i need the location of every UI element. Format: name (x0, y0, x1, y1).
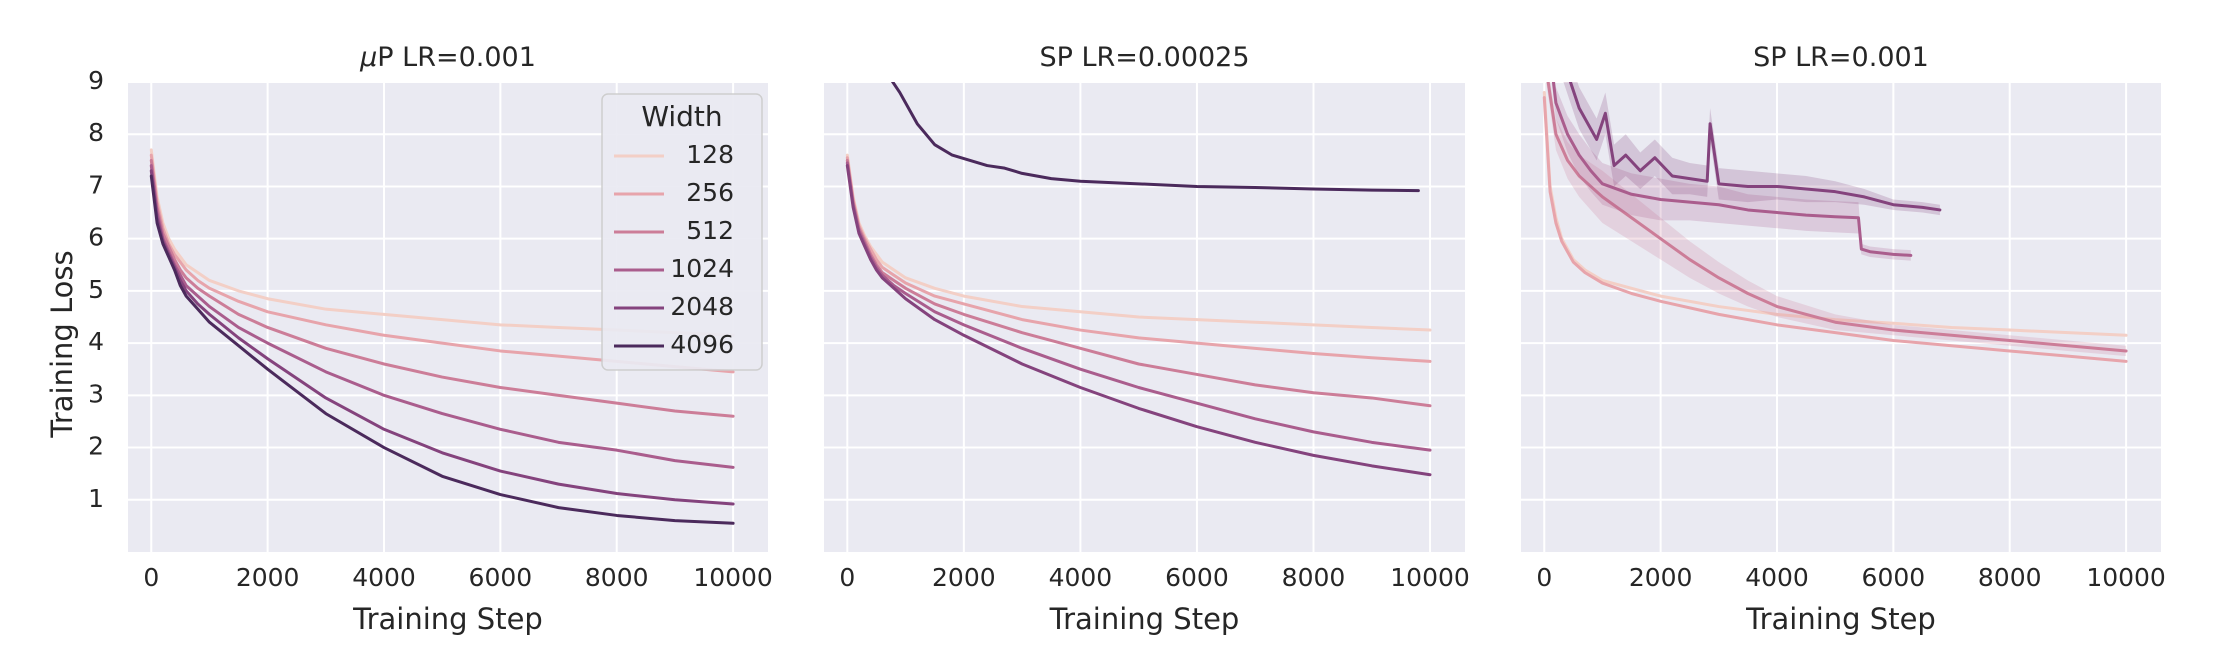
panel-3: 0 2000 4000 6000 8000 10000 SP LR=0.001 Trainin… (1521, 42, 2166, 636)
legend-title: Width (641, 100, 722, 133)
panel-title: μP LR=0.001 (359, 42, 536, 73)
series-band-2048 (1563, 82, 1940, 216)
panel-2: 0 2000 4000 6000 8000 10000 SP LR=0.00025 Train… (824, 42, 1470, 636)
x-tick-label: 6000 (469, 563, 533, 592)
x-tick-label: 0 (1536, 563, 1552, 592)
y-tick-label: 3 (88, 379, 104, 408)
series-line-128 (149, 148, 735, 337)
series-line-2048 (1568, 82, 1942, 212)
series-line-512 (149, 158, 735, 418)
x-tick-label: 10000 (693, 563, 773, 592)
x-tick-label: 8000 (1282, 563, 1346, 592)
x-tick-label: 4000 (352, 563, 416, 592)
panel-title: SP LR=0.00025 (1039, 42, 1249, 73)
title-text: P LR=0.001 (377, 42, 536, 73)
x-tick-label: 0 (839, 563, 855, 592)
title-text: SP LR=0.00025 (1039, 42, 1249, 73)
legend-label-512: 512 (686, 216, 734, 245)
x-tick-label: 6000 (1165, 563, 1229, 592)
series-line-4096 (149, 174, 735, 525)
series-band-512 (1546, 82, 2127, 357)
legend: Width 128 256 512 1024 2048 4096 (601, 93, 763, 371)
x-tick-label: 6000 (1862, 563, 1926, 592)
x-tick-label: 10000 (1390, 563, 1470, 592)
series-line-2048 (845, 164, 1432, 477)
x-tick-label: 2000 (932, 563, 996, 592)
title-text: SP LR=0.001 (1753, 42, 1929, 73)
panels: 0 2000 4000 6000 8000 10000 1 2 3 4 5 6 7 8 9 μP LR=0.0… (88, 42, 2166, 636)
legend-label-4096: 4096 (670, 330, 734, 359)
legend-frame (601, 93, 763, 371)
legend-items: 128 256 512 1024 2048 4096 (614, 140, 734, 359)
y-tick-label: 8 (88, 118, 104, 147)
y-tick-label: 1 (88, 484, 104, 513)
x-tick-label: 10000 (2086, 563, 2166, 592)
y-tick-label: 6 (88, 223, 104, 252)
x-tick-label: 8000 (1978, 563, 2042, 592)
x-axis-label: Training Step (1049, 602, 1240, 636)
legend-label-1024: 1024 (670, 254, 734, 283)
x-tick-label: 4000 (1745, 563, 1809, 592)
series-group (845, 82, 1432, 477)
series-group (149, 148, 735, 525)
legend-label-2048: 2048 (670, 292, 734, 321)
series-line-256 (1542, 96, 2128, 363)
y-tick-label: 7 (88, 170, 104, 199)
panel-title: SP LR=0.001 (1753, 42, 1929, 73)
x-axis-label: Training Step (352, 602, 543, 636)
series-line-1024 (1551, 82, 1913, 257)
legend-label-128: 128 (686, 140, 734, 169)
series-line-4096 (890, 82, 1420, 193)
legend-label-256: 256 (686, 178, 734, 207)
y-tick-label: 9 (88, 66, 104, 95)
title-prefix: μ (359, 42, 377, 73)
series-group (1542, 82, 2128, 363)
y-axis-label: Training Loss (45, 250, 79, 438)
x-tick-label: 2000 (236, 563, 300, 592)
y-tick-label: 2 (88, 432, 104, 461)
x-tick-label: 0 (143, 563, 159, 592)
x-tick-label: 4000 (1049, 563, 1113, 592)
x-axis-label: Training Step (1745, 602, 1936, 636)
y-tick-label: 4 (88, 327, 104, 356)
series-line-512 (1546, 82, 2128, 353)
plot-area (1521, 82, 2161, 552)
x-tick-label: 8000 (585, 563, 649, 592)
y-tick-label: 5 (88, 275, 104, 304)
x-tick-label: 2000 (1629, 563, 1693, 592)
